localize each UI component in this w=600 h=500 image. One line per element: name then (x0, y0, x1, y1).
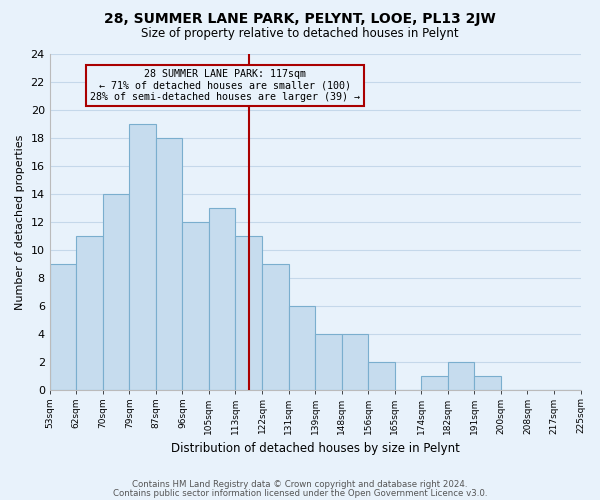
Text: 28 SUMMER LANE PARK: 117sqm
← 71% of detached houses are smaller (100)
28% of se: 28 SUMMER LANE PARK: 117sqm ← 71% of det… (90, 69, 360, 102)
Bar (235, 236, 262, 390)
Y-axis label: Number of detached properties: Number of detached properties (15, 134, 25, 310)
Bar (129, 124, 156, 390)
Bar (368, 362, 395, 390)
Bar (182, 222, 209, 390)
Bar (156, 138, 182, 390)
Bar (341, 334, 368, 390)
Bar (289, 306, 315, 390)
Text: Contains public sector information licensed under the Open Government Licence v3: Contains public sector information licen… (113, 488, 487, 498)
Text: Contains HM Land Registry data © Crown copyright and database right 2024.: Contains HM Land Registry data © Crown c… (132, 480, 468, 489)
Text: 28, SUMMER LANE PARK, PELYNT, LOOE, PL13 2JW: 28, SUMMER LANE PARK, PELYNT, LOOE, PL13… (104, 12, 496, 26)
Bar (209, 208, 235, 390)
X-axis label: Distribution of detached houses by size in Pelynt: Distribution of detached houses by size … (170, 442, 460, 455)
Bar (76, 236, 103, 390)
Bar (262, 264, 289, 390)
Bar (475, 376, 501, 390)
Bar (103, 194, 129, 390)
Bar (50, 264, 76, 390)
Bar (448, 362, 475, 390)
Text: Size of property relative to detached houses in Pelynt: Size of property relative to detached ho… (141, 28, 459, 40)
Bar (315, 334, 341, 390)
Bar (421, 376, 448, 390)
